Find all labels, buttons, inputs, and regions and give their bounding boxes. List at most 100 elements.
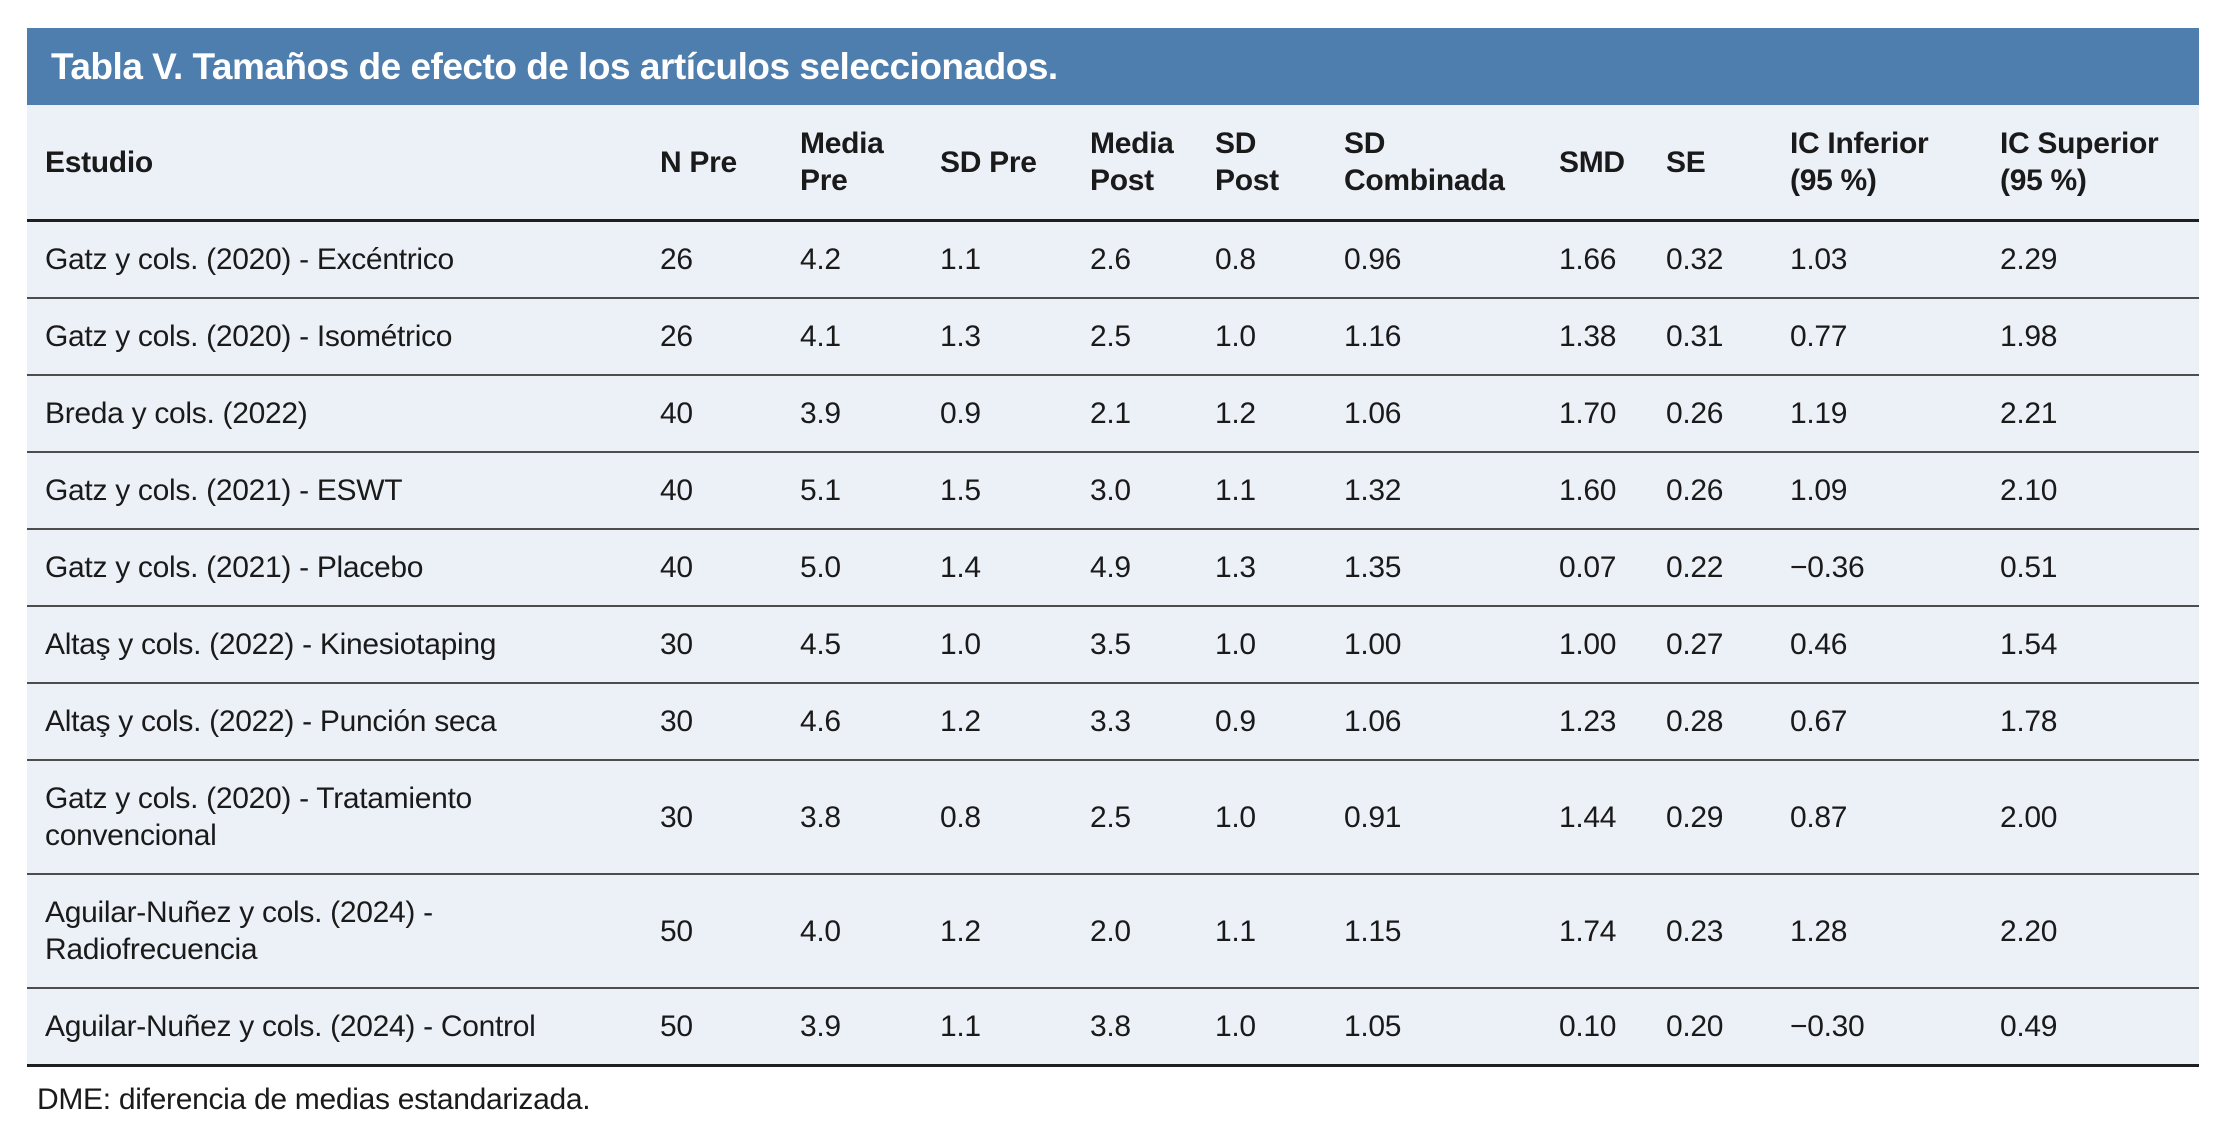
cell-ic-superior: 0.51: [1984, 529, 2199, 607]
cell-ic-inferior: 1.09: [1774, 452, 1984, 530]
cell-ic-superior: 0.49: [1984, 988, 2199, 1067]
cell-estudio: Gatz y cols. (2020) - Isométrico: [27, 298, 644, 376]
cell-sd-post: 1.0: [1199, 606, 1328, 684]
cell-media-pre: 4.6: [784, 683, 924, 761]
cell-se: 0.23: [1650, 874, 1774, 989]
cell-estudio: Gatz y cols. (2020) - Tratamiento conven…: [27, 760, 644, 875]
cell-n-pre: 40: [644, 529, 784, 607]
table-row: Breda y cols. (2022) 40 3.9 0.9 2.1 1.2 1.06 1.…: [27, 375, 2199, 453]
cell-n-pre: 30: [644, 606, 784, 684]
cell-sd-post: 0.8: [1199, 220, 1328, 299]
cell-media-pre: 3.8: [784, 760, 924, 875]
table-body: Gatz y cols. (2020) - Excéntrico 26 4.2 1.1…: [27, 220, 2199, 1067]
cell-se: 0.26: [1650, 452, 1774, 530]
cell-ic-superior: 1.78: [1984, 683, 2199, 761]
cell-sd-post: 0.9: [1199, 683, 1328, 761]
cell-smd: 1.38: [1543, 298, 1650, 376]
table-row: Gatz y cols. (2020) - Tratamiento conven…: [27, 760, 2199, 875]
cell-smd: 1.44: [1543, 760, 1650, 875]
cell-sd-combinada: 1.35: [1328, 529, 1543, 607]
cell-sd-post: 1.1: [1199, 874, 1328, 989]
table-footnote: DME: diferencia de medias estandarizada.: [37, 1083, 591, 1116]
column-header-media-post: Media Post: [1074, 105, 1199, 222]
cell-media-post: 3.8: [1074, 988, 1199, 1067]
cell-media-pre: 5.1: [784, 452, 924, 530]
table-row: Gatz y cols. (2021) - ESWT 40 5.1 1.5 3.0 1.1…: [27, 452, 2199, 530]
cell-sd-post: 1.0: [1199, 760, 1328, 875]
cell-media-pre: 4.0: [784, 874, 924, 989]
column-header-sd-pre: SD Pre: [924, 105, 1074, 222]
cell-sd-post: 1.0: [1199, 298, 1328, 376]
cell-n-pre: 50: [644, 988, 784, 1067]
cell-se: 0.27: [1650, 606, 1774, 684]
cell-smd: 1.74: [1543, 874, 1650, 989]
table-row: Aguilar-Nuñez y cols. (2024) - Radiofrec…: [27, 874, 2199, 989]
cell-se: 0.26: [1650, 375, 1774, 453]
cell-media-post: 2.5: [1074, 760, 1199, 875]
cell-n-pre: 26: [644, 298, 784, 376]
column-header-ic-inferior: IC Inferior (95 %): [1774, 105, 1984, 222]
cell-sd-combinada: 1.32: [1328, 452, 1543, 530]
column-header-sd-post: SD Post: [1199, 105, 1328, 222]
cell-n-pre: 40: [644, 452, 784, 530]
cell-ic-inferior: 1.19: [1774, 375, 1984, 453]
cell-media-pre: 3.9: [784, 988, 924, 1067]
cell-sd-pre: 1.4: [924, 529, 1074, 607]
cell-media-pre: 4.2: [784, 220, 924, 299]
effect-sizes-table: Estudio N Pre Media Pre SD Pre Media Post SD …: [27, 105, 2199, 1067]
cell-ic-inferior: 0.77: [1774, 298, 1984, 376]
cell-estudio: Aguilar-Nuñez y cols. (2024) - Control: [27, 988, 644, 1067]
cell-media-post: 2.6: [1074, 220, 1199, 299]
cell-ic-superior: 2.20: [1984, 874, 2199, 989]
cell-ic-superior: 2.29: [1984, 220, 2199, 299]
cell-se: 0.31: [1650, 298, 1774, 376]
cell-ic-superior: 1.98: [1984, 298, 2199, 376]
cell-estudio: Gatz y cols. (2020) - Excéntrico: [27, 220, 644, 299]
cell-sd-post: 1.2: [1199, 375, 1328, 453]
cell-sd-combinada: 1.16: [1328, 298, 1543, 376]
cell-ic-inferior: −0.30: [1774, 988, 1984, 1067]
cell-sd-pre: 0.9: [924, 375, 1074, 453]
cell-n-pre: 40: [644, 375, 784, 453]
cell-n-pre: 30: [644, 683, 784, 761]
cell-sd-pre: 1.3: [924, 298, 1074, 376]
table-row: Gatz y cols. (2020) - Excéntrico 26 4.2 1.1…: [27, 220, 2199, 299]
cell-ic-inferior: 0.67: [1774, 683, 1984, 761]
cell-se: 0.29: [1650, 760, 1774, 875]
cell-media-post: 3.3: [1074, 683, 1199, 761]
cell-smd: 1.23: [1543, 683, 1650, 761]
cell-smd: 0.10: [1543, 988, 1650, 1067]
cell-sd-pre: 1.2: [924, 874, 1074, 989]
cell-ic-inferior: 1.28: [1774, 874, 1984, 989]
table-title-bar: Tabla V. Tamaños de efecto de los artícu…: [27, 28, 2199, 105]
cell-media-post: 2.0: [1074, 874, 1199, 989]
cell-media-post: 2.1: [1074, 375, 1199, 453]
cell-estudio: Gatz y cols. (2021) - ESWT: [27, 452, 644, 530]
cell-ic-inferior: 0.46: [1774, 606, 1984, 684]
cell-ic-inferior: −0.36: [1774, 529, 1984, 607]
cell-estudio: Gatz y cols. (2021) - Placebo: [27, 529, 644, 607]
cell-sd-post: 1.0: [1199, 988, 1328, 1067]
cell-sd-combinada: 1.05: [1328, 988, 1543, 1067]
cell-smd: 1.00: [1543, 606, 1650, 684]
cell-smd: 1.60: [1543, 452, 1650, 530]
cell-estudio: Altaş y cols. (2022) - Punción seca: [27, 683, 644, 761]
cell-smd: 1.66: [1543, 220, 1650, 299]
cell-sd-post: 1.3: [1199, 529, 1328, 607]
column-header-ic-superior: IC Superior (95 %): [1984, 105, 2199, 222]
cell-media-post: 2.5: [1074, 298, 1199, 376]
cell-ic-superior: 2.10: [1984, 452, 2199, 530]
cell-estudio: Breda y cols. (2022): [27, 375, 644, 453]
column-header-se: SE: [1650, 105, 1774, 222]
table-row: Gatz y cols. (2020) - Isométrico 26 4.1 1.3…: [27, 298, 2199, 376]
cell-sd-combinada: 0.91: [1328, 760, 1543, 875]
table-row: Gatz y cols. (2021) - Placebo 40 5.0 1.4 4.9…: [27, 529, 2199, 607]
cell-sd-pre: 1.5: [924, 452, 1074, 530]
cell-sd-combinada: 1.00: [1328, 606, 1543, 684]
column-header-sd-combinada: SD Combinada: [1328, 105, 1543, 222]
cell-media-pre: 4.1: [784, 298, 924, 376]
cell-ic-inferior: 1.03: [1774, 220, 1984, 299]
cell-media-pre: 4.5: [784, 606, 924, 684]
cell-se: 0.22: [1650, 529, 1774, 607]
column-header-n-pre: N Pre: [644, 105, 784, 222]
